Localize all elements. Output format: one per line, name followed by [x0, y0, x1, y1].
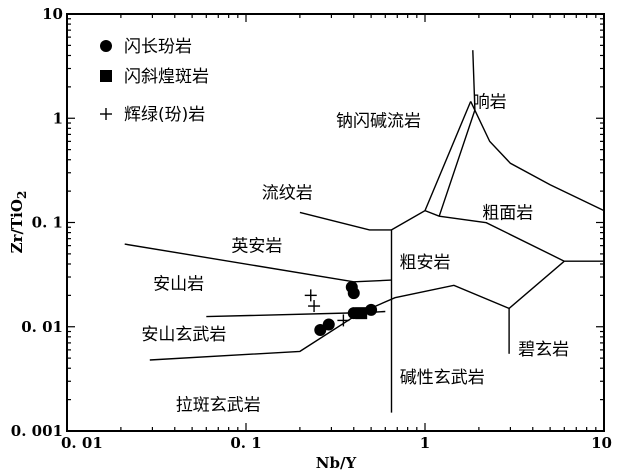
field-boundary-line	[359, 260, 604, 314]
y-tick-label: 10	[42, 5, 63, 23]
data-point-circle	[322, 318, 335, 331]
y-axis-label-subscript: 2	[15, 191, 29, 199]
x-tick-label: 10	[591, 434, 612, 452]
data-point-plus	[308, 300, 321, 313]
field-boundary-line	[424, 101, 472, 211]
legend-label-spessartite: 闪斜煌斑岩	[124, 67, 209, 87]
y-axis-label-main: Zr/TiO	[8, 199, 26, 253]
field-boundary-line	[149, 312, 360, 361]
legend-plus-marker	[100, 108, 112, 120]
data-point-circle	[314, 324, 327, 337]
field-label: 英安岩	[231, 237, 282, 257]
field-label: 流纹岩	[262, 183, 313, 203]
legend-circle-marker	[100, 40, 112, 52]
x-tick-label: 0. 1	[230, 434, 261, 452]
y-tick-label: 1	[53, 109, 63, 127]
field-label: 安山岩	[153, 275, 204, 295]
field-label: 碱性玄武岩	[400, 368, 485, 388]
data-point-plus	[304, 289, 317, 302]
field-label: 粗面岩	[482, 203, 533, 223]
legend-label-diorite-porphyrite: 闪长玢岩	[124, 37, 192, 57]
data-point-plus	[337, 314, 350, 327]
legend-square-marker	[100, 70, 112, 82]
y-tick-label: 0. 01	[21, 318, 63, 336]
field-label: 钠闪碱流岩	[336, 112, 421, 132]
data-point-square	[355, 307, 368, 320]
x-tick-label: 1	[420, 434, 430, 452]
field-label: 粗安岩	[400, 253, 451, 273]
x-axis-label: Nb/Y	[316, 454, 357, 472]
y-tick-label: 0. 1	[32, 214, 63, 232]
y-tick-label: 0. 001	[11, 422, 63, 440]
field-boundaries	[124, 50, 605, 413]
legend: 闪长玢岩 闪斜煌斑岩 辉绿(玢)岩	[100, 37, 209, 125]
field-boundary-line	[470, 101, 605, 212]
field-label: 碧玄岩	[518, 340, 569, 360]
data-point-circle	[365, 303, 378, 316]
field-boundary-line	[299, 211, 392, 231]
axis-ticks	[66, 14, 604, 432]
field-label: 拉斑玄武岩	[176, 395, 261, 415]
field-label: 响岩	[473, 92, 507, 112]
x-tick-label: 0. 01	[61, 434, 103, 452]
data-point-circle	[347, 287, 360, 300]
legend-label-diabase: 辉绿(玢)岩	[124, 105, 205, 125]
field-label: 安山玄武岩	[141, 325, 226, 345]
data-points	[304, 281, 378, 337]
y-axis-label: Zr/TiO2	[8, 191, 29, 254]
